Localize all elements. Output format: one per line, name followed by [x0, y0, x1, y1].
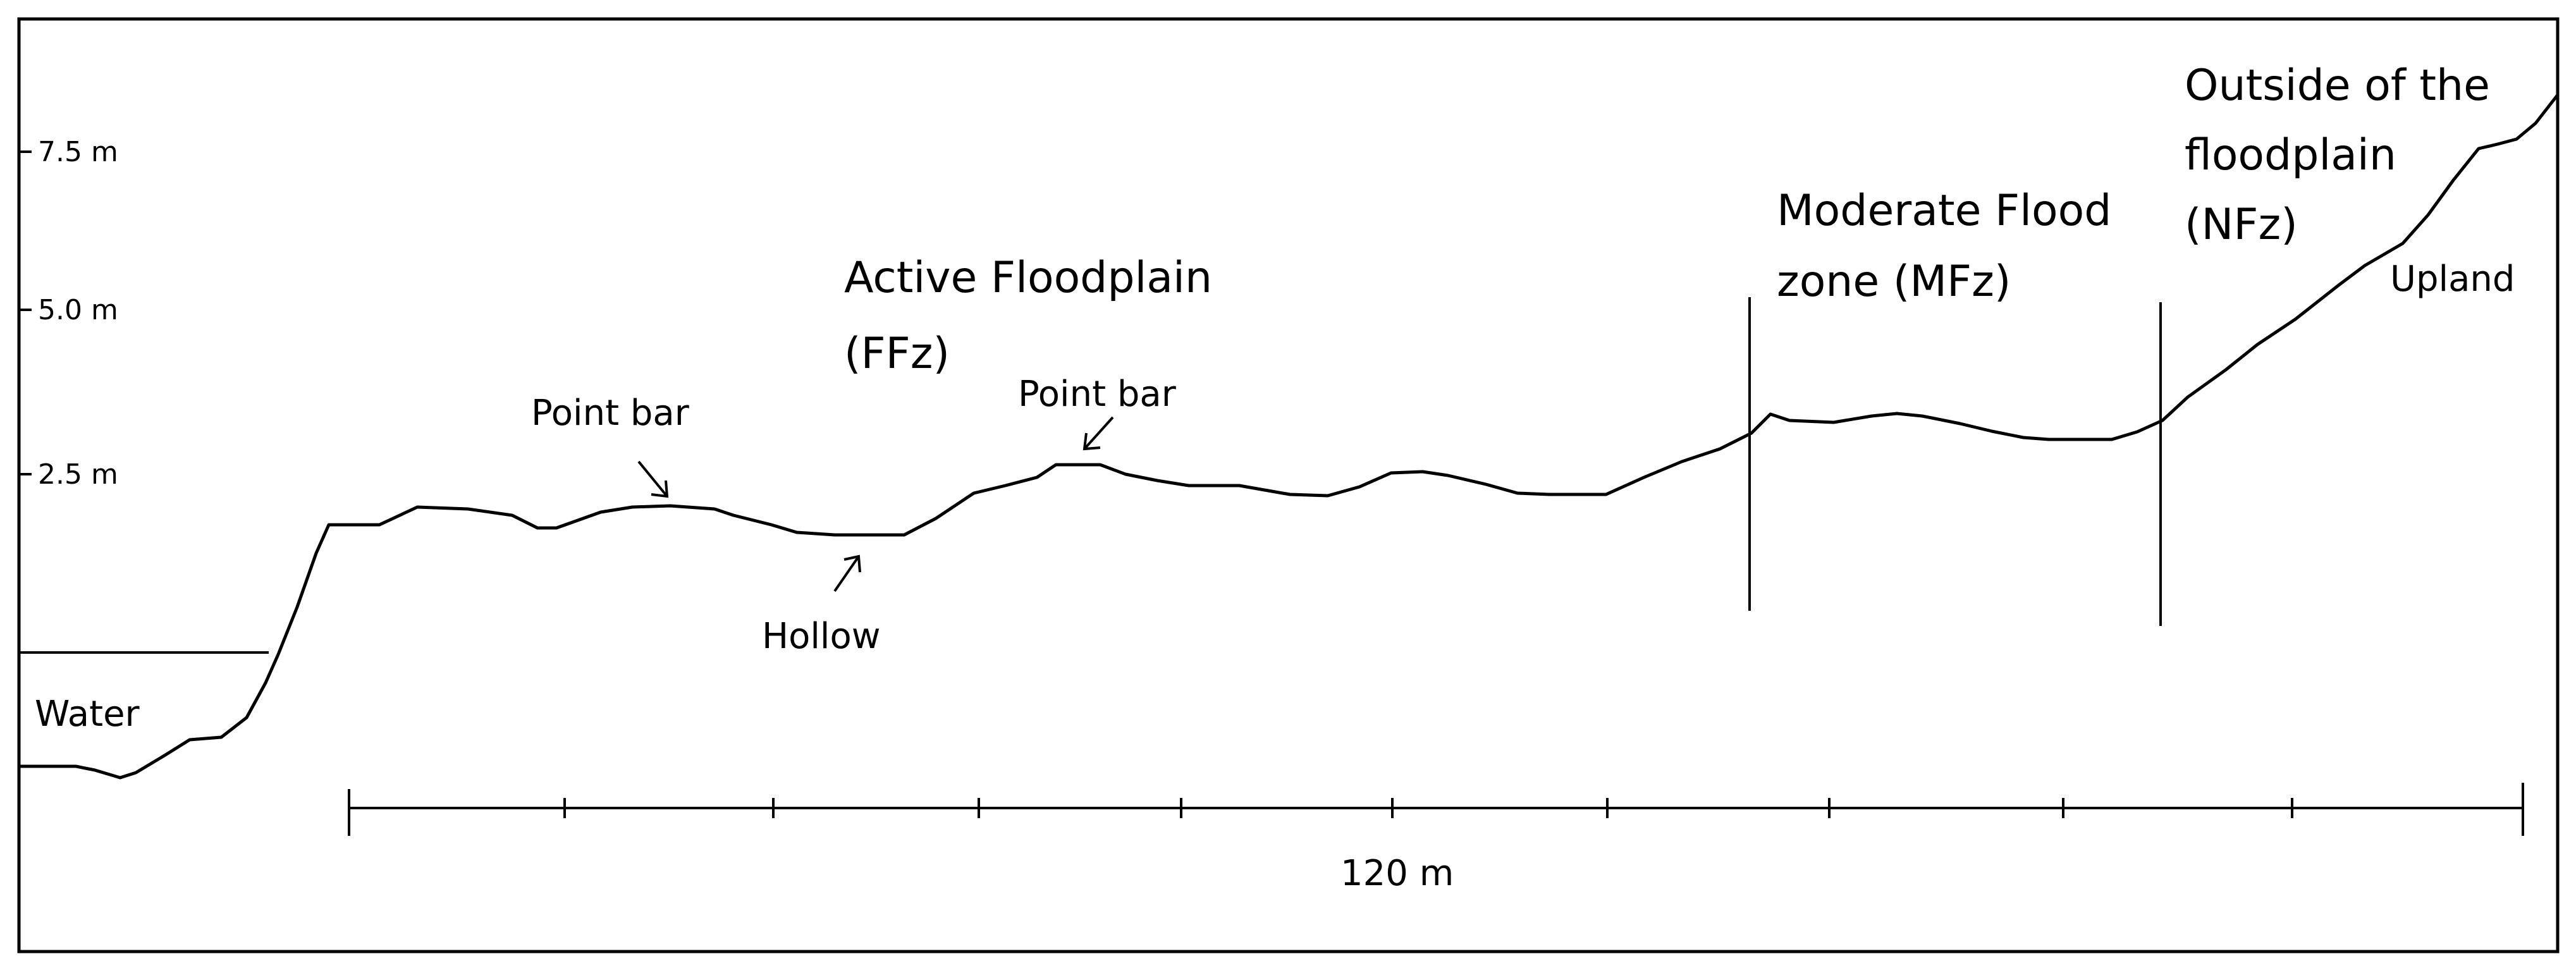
arrow-hollow [833, 554, 861, 592]
arrow-point-bar-1 [637, 460, 669, 498]
zone-label-moderate-flood: Moderate Flood zone (MFz) [1777, 186, 2111, 307]
zone-label-line: floodplain [2185, 130, 2396, 180]
y-tick-label-5-0: 5.0 m [38, 294, 118, 326]
zone-label-line: zone (MFz) [1777, 257, 2011, 307]
zone-label-line: (NFz) [2185, 200, 2298, 250]
zone-label-outside-floodplain: Outside of the floodplain (NFz) [2185, 61, 2490, 250]
diagram-frame [17, 17, 2560, 953]
scale-bar [348, 783, 2524, 836]
zone-label-line: Moderate Flood [1777, 186, 2111, 236]
feature-label-hollow: Hollow [762, 616, 881, 657]
feature-label-point-bar-1: Point bar [531, 393, 690, 434]
y-axis: 7.5 m 5.0 m 2.5 m [19, 136, 118, 491]
y-tick-label-2-5: 2.5 m [38, 458, 118, 491]
arrow-point-bar-2 [1083, 416, 1114, 451]
feature-label-point-bar-2: Point bar [1018, 374, 1177, 415]
zone-label-active-floodplain: Active Floodplain (FFz) [844, 253, 1212, 379]
zone-label-line: (FFz) [844, 329, 950, 379]
zone-label-line: Outside of the [2185, 61, 2490, 111]
scale-bar-label: 120 m [1340, 853, 1454, 894]
zone-label-line: Active Floodplain [844, 253, 1212, 303]
y-tick-label-7-5: 7.5 m [38, 136, 118, 168]
feature-label-water: Water [35, 694, 140, 735]
feature-label-upland: Upland [2390, 259, 2515, 300]
terrain-profile-line [19, 94, 2559, 780]
